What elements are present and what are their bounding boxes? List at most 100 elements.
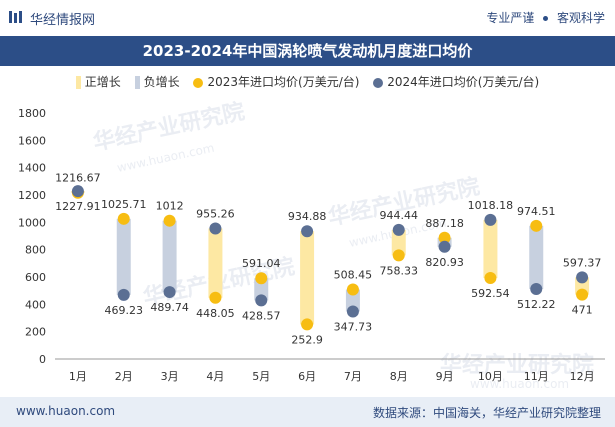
- legend-item-2024: 2024年进口均价(万美元/台): [373, 73, 539, 90]
- data-label-2024: 428.57: [242, 309, 281, 322]
- x-tick-label: 12月: [570, 370, 595, 383]
- point-2023: [209, 291, 222, 304]
- change-bars: [70, 191, 590, 325]
- data-label-2023: 471: [572, 304, 593, 317]
- point-2024: [163, 286, 176, 299]
- slogan-left: 专业严谨: [486, 11, 535, 25]
- decrease-bar: [162, 220, 177, 293]
- point-2024: [71, 185, 84, 198]
- y-tick-label: 1400: [18, 162, 46, 175]
- data-label-2023: 592.54: [471, 287, 510, 300]
- point-2023: [530, 219, 543, 232]
- y-tick-label: 200: [25, 326, 46, 339]
- x-tick-label: 7月: [344, 370, 362, 383]
- legend-label-2023: 2023年进口均价(万美元/台): [207, 75, 360, 89]
- point-2023: [163, 214, 176, 227]
- legend-swatch-increase: [75, 76, 81, 89]
- x-tick-label: 8月: [390, 370, 408, 383]
- data-labels: 1216.67 1227.91 1025.71 469.23 1012 489.74 448…: [55, 172, 601, 347]
- data-label-2024: 1227.91: [55, 200, 101, 213]
- point-2023: [576, 288, 589, 301]
- point-2023: [484, 272, 497, 285]
- data-label-2024: 347.73: [334, 320, 373, 333]
- y-axis-ticks: 0 200 400 600 800 1000 1200 1400 1600 1800: [18, 107, 46, 366]
- data-label-2023: 252.9: [291, 333, 323, 346]
- x-tick-label: 3月: [161, 370, 179, 383]
- data-label-2023: 974.51: [517, 205, 556, 218]
- logo-icon: [9, 11, 22, 23]
- x-tick-label: 11月: [524, 370, 549, 383]
- legend-item-decrease: 负增长: [134, 73, 180, 90]
- legend-item-2023: 2023年进口均价(万美元/台): [193, 73, 359, 90]
- watermark-url-4: www.huaon.com: [470, 377, 569, 391]
- point-2023: [301, 318, 314, 331]
- legend-swatch-decrease: [134, 76, 140, 89]
- point-2023: [255, 272, 268, 285]
- point-2024: [392, 223, 405, 236]
- slogan: 专业严谨 客观科学: [486, 9, 605, 26]
- point-2023: [392, 249, 405, 262]
- data-label-2024: 597.37: [563, 256, 602, 269]
- x-tick-label: 6月: [298, 370, 316, 383]
- point-2024: [209, 222, 222, 235]
- increase-bar: [483, 219, 498, 279]
- y-tick-label: 0: [39, 353, 46, 366]
- legend-label-decrease: 负增长: [143, 75, 180, 89]
- footer: www.huaon.com 数据来源：中国海关，华经产业研究院整理: [0, 397, 615, 427]
- data-label-2024: 1018.18: [468, 199, 514, 212]
- y-tick-label: 400: [25, 298, 46, 311]
- chart-legend: 正增长 负增长 2023年进口均价(万美元/台) 2024年进口均价(万美元/台…: [0, 73, 615, 91]
- x-axis-ticks: 1月 2月 3月 4月 5月 6月 7月 8月 9月 10月 11月 12月: [69, 370, 595, 383]
- chart-title: 2023-2024年中国涡轮喷气发动机月度进口均价: [142, 42, 473, 60]
- data-label-2023: 1012: [156, 200, 184, 213]
- point-2024: [484, 213, 497, 226]
- point-2024: [255, 294, 268, 307]
- increase-bar: [391, 229, 406, 256]
- title-bar: 2023-2024年中国涡轮喷气发动机月度进口均价: [0, 36, 615, 66]
- y-tick-label: 600: [25, 271, 46, 284]
- y-tick-label: 1800: [18, 107, 46, 120]
- point-2024: [530, 282, 543, 295]
- x-tick-label: 1月: [69, 370, 87, 383]
- data-label-2023: 1216.67: [55, 172, 101, 185]
- data-label-2023: 1025.71: [101, 198, 147, 211]
- x-tick-label: 5月: [252, 370, 270, 383]
- x-tick-label: 9月: [436, 370, 454, 383]
- footer-url[interactable]: www.huaon.com: [16, 404, 116, 418]
- data-label-2024: 469.23: [105, 304, 144, 317]
- legend-label-increase: 正增长: [84, 75, 121, 89]
- x-tick-label: 4月: [206, 370, 224, 383]
- data-label-2024: 489.74: [150, 301, 189, 314]
- point-2024: [576, 271, 589, 284]
- point-2023: [117, 212, 130, 225]
- top-bar: 华经情报网 专业严谨 客观科学: [0, 0, 615, 36]
- x-tick-label: 2月: [115, 370, 133, 383]
- data-label-2024: 820.93: [425, 256, 464, 269]
- y-tick-label: 1000: [18, 216, 46, 229]
- data-label-2024: 934.88: [288, 210, 327, 223]
- y-tick-label: 800: [25, 244, 46, 257]
- decrease-bar: [254, 278, 269, 301]
- increase-bar: [208, 228, 223, 298]
- watermark-text-1: 华经产业研究院: [91, 98, 247, 155]
- increase-bar: [300, 231, 315, 325]
- y-tick-label: 1200: [18, 189, 46, 202]
- point-2024: [117, 288, 130, 301]
- slogan-right: 客观科学: [556, 11, 605, 25]
- legend-item-increase: 正增长: [75, 73, 121, 90]
- decrease-bar: [345, 289, 360, 312]
- x-tick-label: 10月: [478, 370, 503, 383]
- data-label-2024: 955.26: [196, 207, 235, 220]
- data-label-2024: 944.44: [380, 209, 419, 222]
- data-label-2023: 448.05: [196, 307, 235, 320]
- site-name: 华经情报网: [30, 13, 96, 28]
- point-2024: [346, 305, 359, 318]
- data-label-2023: 508.45: [334, 269, 373, 282]
- y-tick-label: 1600: [18, 134, 46, 147]
- decrease-bar: [116, 218, 131, 295]
- decrease-bar: [529, 225, 544, 289]
- legend-swatch-2024: [373, 77, 384, 88]
- data-points: [71, 185, 589, 331]
- point-2023: [438, 231, 451, 244]
- bullet-icon: [543, 16, 549, 21]
